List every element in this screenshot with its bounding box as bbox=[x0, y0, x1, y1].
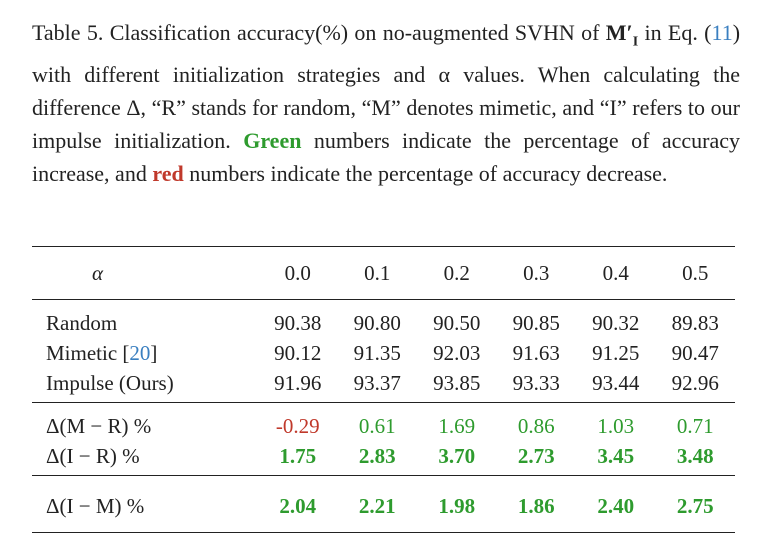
value-cell: 90.80 bbox=[337, 299, 417, 338]
label-text: ] bbox=[150, 340, 158, 365]
caption-text: numbers indicate the percentage of accur… bbox=[189, 161, 668, 187]
header-cell: 0.1 bbox=[337, 246, 417, 300]
red-word: red bbox=[152, 161, 184, 187]
math-symbol: M′I bbox=[605, 20, 638, 49]
label-text: Δ(I − M) % bbox=[46, 493, 145, 518]
header-row: α 0.0 0.1 0.2 0.3 0.4 0.5 bbox=[32, 246, 735, 300]
value-cell: 92.96 bbox=[671, 370, 719, 395]
value-cell: 0.61 bbox=[337, 402, 417, 441]
value-cell: 1.69 bbox=[417, 402, 497, 441]
caption-text: ) with different initialization strategi… bbox=[32, 20, 741, 154]
value-cell: 2.04 bbox=[258, 475, 338, 533]
header-cell: 0.5 bbox=[655, 246, 735, 300]
value-cell: 2.75 bbox=[655, 475, 735, 533]
value-cell: 90.12 bbox=[274, 340, 322, 365]
value-cell: 0.86 bbox=[496, 402, 576, 441]
rule bbox=[32, 532, 735, 533]
row-label: Impulse (Ours) bbox=[32, 368, 258, 403]
value-cell: 91.63 bbox=[512, 340, 560, 365]
math-sub: I bbox=[632, 34, 639, 50]
value-cell: 89.83 bbox=[655, 299, 735, 338]
value-cell: 93.33 bbox=[512, 370, 560, 395]
value-cell: 3.45 bbox=[597, 443, 635, 468]
value-cell: 1.03 bbox=[576, 402, 656, 441]
row: Δ(M − R) % -0.29 0.61 1.69 0.86 1.03 0.71 bbox=[32, 402, 735, 441]
row-label: Δ(I − M) % bbox=[32, 475, 258, 533]
value-cell: 91.35 bbox=[353, 340, 401, 365]
value-cell: 90.47 bbox=[671, 340, 719, 365]
caption-text: numbers indicate the percentage of accur… bbox=[32, 128, 740, 187]
value-cell: 91.96 bbox=[274, 370, 322, 395]
value-cell: 90.85 bbox=[496, 299, 576, 338]
value-cell: 1.75 bbox=[279, 443, 317, 468]
green-word: Green bbox=[243, 128, 302, 154]
row-label: Mimetic [20] bbox=[32, 338, 258, 368]
row: Mimetic [20] 90.12 91.35 92.03 91.63 91.25 90.… bbox=[32, 338, 735, 368]
row: Δ(I − R) % 1.75 2.83 3.70 2.73 3.45 3.48 bbox=[32, 441, 735, 476]
value-cell: 1.98 bbox=[417, 475, 497, 533]
label-text: Δ(I − R) % bbox=[46, 443, 140, 468]
value-cell: 90.50 bbox=[417, 299, 497, 338]
caption-text: Classification accuracy(%) on no-augment… bbox=[109, 20, 600, 45]
results-table: α 0.0 0.1 0.2 0.3 0.4 0.5 Random 90.38 90.80 90.50… bbox=[32, 246, 735, 533]
bottom-rule bbox=[32, 532, 735, 533]
value-cell: 90.38 bbox=[258, 299, 338, 338]
value-cell: -0.29 bbox=[258, 402, 338, 441]
value-cell: 3.48 bbox=[676, 443, 714, 468]
label-text: Mimetic [ bbox=[46, 340, 130, 365]
row-label: Δ(M − R) % bbox=[32, 402, 258, 441]
value-cell: 93.85 bbox=[433, 370, 481, 395]
header-cell: 0.3 bbox=[496, 246, 576, 300]
value-cell: 93.37 bbox=[353, 370, 401, 395]
row: Δ(I − M) % 2.04 2.21 1.98 1.86 2.40 2.75 bbox=[32, 475, 735, 533]
value-cell: 2.83 bbox=[358, 443, 396, 468]
row: Random 90.38 90.80 90.50 90.85 90.32 89.83 bbox=[32, 299, 735, 338]
caption: Table 5. Classification accuracy(%) on n… bbox=[32, 16, 740, 190]
value-cell: 2.40 bbox=[576, 475, 656, 533]
caption-text: in Eq. ( bbox=[644, 20, 712, 45]
math-main: M′ bbox=[605, 20, 633, 45]
row-label: Random bbox=[32, 299, 258, 338]
eq-ref: 11 bbox=[711, 20, 733, 45]
row: Impulse (Ours) 91.96 93.37 93.85 93.33 93.44 9… bbox=[32, 368, 735, 403]
row-label: Δ(I − R) % bbox=[32, 441, 258, 476]
header-cell: 0.2 bbox=[417, 246, 497, 300]
value-cell: 2.21 bbox=[337, 475, 417, 533]
value-cell: 91.25 bbox=[592, 340, 640, 365]
caption-prefix: Table 5. bbox=[32, 20, 104, 45]
value-cell: 92.03 bbox=[433, 340, 481, 365]
value-cell: 1.86 bbox=[496, 475, 576, 533]
citation: 20 bbox=[129, 340, 151, 365]
header-cell: 0.0 bbox=[258, 246, 338, 300]
label-text: Random bbox=[46, 310, 118, 335]
header-cell: α bbox=[32, 246, 258, 300]
label-text: Impulse (Ours) bbox=[46, 370, 174, 395]
header-cell: 0.4 bbox=[576, 246, 656, 300]
value-cell: 93.44 bbox=[592, 370, 640, 395]
value-cell: 90.32 bbox=[576, 299, 656, 338]
value-cell: 3.70 bbox=[438, 443, 476, 468]
value-cell: 0.71 bbox=[655, 402, 735, 441]
value-cell: 2.73 bbox=[517, 443, 555, 468]
label-text: Δ(M − R) % bbox=[46, 413, 152, 438]
